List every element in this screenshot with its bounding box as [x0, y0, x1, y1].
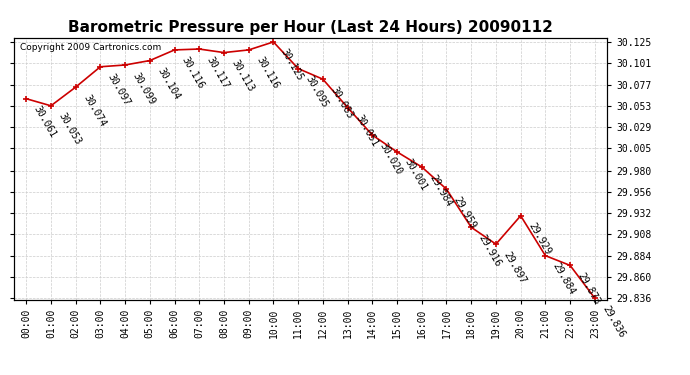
Text: 30.051: 30.051 [353, 113, 380, 148]
Text: 30.117: 30.117 [205, 55, 231, 90]
Text: 30.099: 30.099 [130, 70, 157, 106]
Text: 30.125: 30.125 [279, 48, 305, 83]
Text: 30.104: 30.104 [155, 66, 181, 102]
Text: 29.884: 29.884 [551, 261, 578, 297]
Text: 29.916: 29.916 [477, 233, 503, 268]
Text: 29.873: 29.873 [575, 271, 602, 306]
Text: 30.083: 30.083 [328, 85, 355, 120]
Text: 29.897: 29.897 [502, 250, 528, 285]
Text: 29.984: 29.984 [427, 172, 453, 208]
Text: 30.113: 30.113 [230, 58, 256, 94]
Text: 30.061: 30.061 [32, 104, 58, 140]
Text: 29.959: 29.959 [452, 195, 478, 230]
Text: 30.001: 30.001 [402, 158, 429, 193]
Text: 30.097: 30.097 [106, 72, 132, 108]
Text: 30.020: 30.020 [378, 141, 404, 176]
Text: 30.116: 30.116 [254, 56, 281, 91]
Title: Barometric Pressure per Hour (Last 24 Hours) 20090112: Barometric Pressure per Hour (Last 24 Ho… [68, 20, 553, 35]
Text: 29.929: 29.929 [526, 221, 553, 257]
Text: 29.836: 29.836 [600, 304, 627, 339]
Text: 30.074: 30.074 [81, 93, 108, 128]
Text: 30.095: 30.095 [304, 74, 330, 110]
Text: Copyright 2009 Cartronics.com: Copyright 2009 Cartronics.com [20, 43, 161, 52]
Text: 30.116: 30.116 [180, 56, 206, 91]
Text: 30.053: 30.053 [57, 111, 83, 147]
